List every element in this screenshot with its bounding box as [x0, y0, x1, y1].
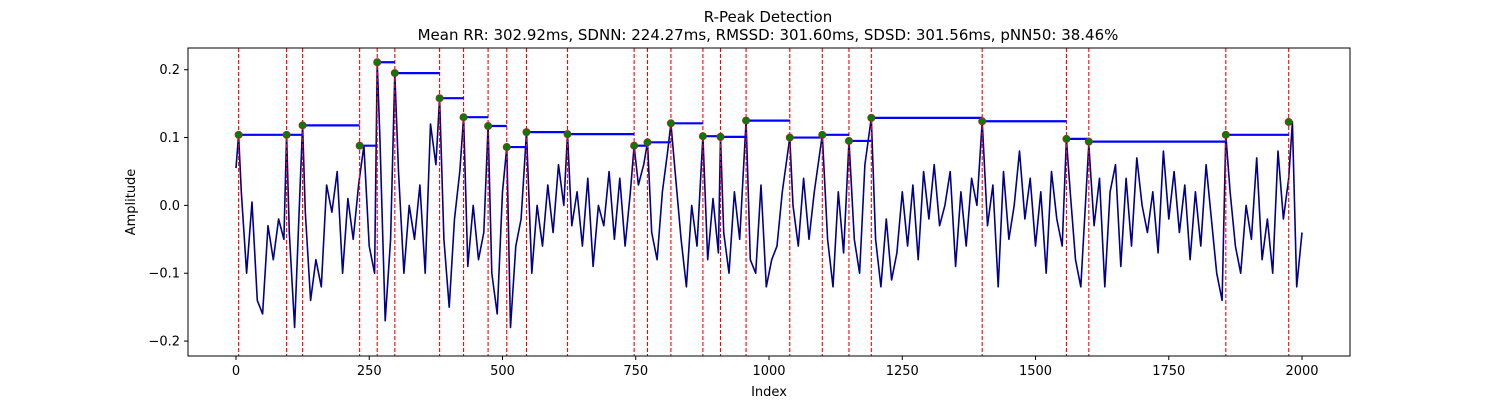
- x-tick-label-5: 1250: [886, 364, 919, 379]
- y-tick-label-0: −0.2: [148, 335, 180, 350]
- peak-marker-10: [522, 128, 531, 137]
- peak-marker-19: [818, 130, 827, 139]
- peak-marker-21: [867, 113, 876, 122]
- x-tick-label-6: 1500: [1019, 364, 1052, 379]
- peak-marker-1: [282, 130, 291, 139]
- peak-marker-12: [630, 141, 639, 150]
- peak-marker-24: [1084, 137, 1093, 146]
- x-tick-label-1: 250: [357, 364, 382, 379]
- x-tick-label-0: 0: [232, 364, 240, 379]
- x-tick-label-2: 500: [490, 364, 515, 379]
- peak-marker-25: [1221, 130, 1230, 139]
- peak-marker-23: [1062, 134, 1071, 143]
- peak-marker-20: [844, 136, 853, 145]
- chart-title: R-Peak Detection: [704, 8, 832, 26]
- peak-marker-4: [373, 58, 382, 67]
- peak-marker-9: [502, 143, 511, 152]
- plot-content: [234, 48, 1303, 356]
- x-axis-label: Index: [751, 385, 787, 400]
- x-tick-label-8: 2000: [1285, 364, 1318, 379]
- peak-marker-16: [716, 132, 725, 141]
- y-axis-label: Amplitude: [124, 169, 139, 236]
- peak-marker-15: [698, 132, 707, 141]
- peak-marker-6: [435, 94, 444, 103]
- y-tick-label-3: 0.1: [159, 131, 180, 146]
- peak-marker-8: [484, 122, 493, 131]
- x-axis: 0 250 500 750 1000 1250 1500 1750 2000: [232, 356, 1319, 379]
- signal-line: [235, 61, 1303, 329]
- peak-marker-2: [298, 121, 307, 130]
- peak-marker-26: [1284, 117, 1293, 126]
- peak-marker-13: [643, 138, 652, 147]
- peak-marker-0: [234, 130, 243, 139]
- plot-frame: [187, 47, 1351, 357]
- peak-marker-14: [666, 119, 675, 128]
- x-tick-label-4: 1000: [752, 364, 785, 379]
- peak-marker-18: [785, 133, 794, 142]
- peak-marker-3: [355, 141, 364, 150]
- y-tick-label-1: −0.1: [148, 267, 180, 282]
- x-tick-label-7: 1750: [1152, 364, 1185, 379]
- peak-marker-11: [563, 130, 572, 139]
- peak-marker-17: [742, 116, 751, 125]
- peak-marker-5: [390, 69, 399, 78]
- peak-marker-7: [459, 113, 468, 122]
- chart-subtitle: Mean RR: 302.92ms, SDNN: 224.27ms, RMSSD…: [418, 26, 1119, 44]
- peak-marker-22: [978, 117, 987, 126]
- y-tick-label-4: 0.2: [159, 63, 180, 78]
- x-tick-label-3: 750: [623, 364, 648, 379]
- y-tick-label-2: 0.0: [159, 199, 180, 214]
- y-axis: −0.2 −0.1 0.0 0.1 0.2: [148, 63, 188, 350]
